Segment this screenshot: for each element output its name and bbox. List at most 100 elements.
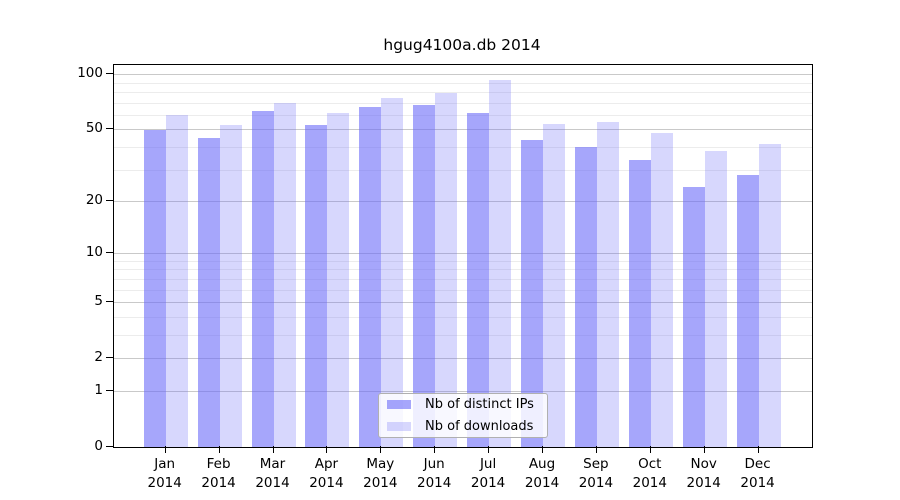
x-label-year-nov: 2014 (686, 475, 721, 491)
x-label-month-mar: Mar (259, 456, 286, 472)
minor-gridline-9 (114, 260, 812, 262)
y-tick-100 (106, 73, 113, 75)
y-tick-label-100: 100 (77, 65, 103, 82)
x-label-year-sep: 2014 (578, 475, 614, 491)
x-label-month-jul: Jul (479, 456, 497, 472)
x-tick-nov (703, 446, 705, 453)
x-label-year-may: 2014 (363, 475, 398, 491)
x-label-month-may: May (366, 456, 395, 472)
bar-mar-downloads (273, 103, 296, 447)
bar-may-downloads (381, 97, 404, 447)
major-gridline-50 (114, 129, 812, 131)
bar-jun-downloads (435, 93, 458, 447)
bar-jan-distinct-ips (143, 129, 166, 447)
minor-gridline-70 (114, 102, 812, 104)
x-tick-oct (649, 446, 651, 453)
y-tick-20 (106, 200, 113, 201)
x-label-month-apr: Apr (314, 456, 339, 472)
y-tick-label-1: 1 (94, 381, 103, 398)
bar-nov-distinct-ips (682, 187, 705, 447)
legend-swatch-distinct-ips (387, 400, 411, 409)
x-label-year-mar: 2014 (255, 475, 290, 491)
x-label-year-apr: 2014 (309, 475, 344, 491)
minor-gridline-40 (114, 147, 812, 148)
bar-nov-downloads (704, 151, 727, 447)
major-gridline-20 (114, 201, 812, 202)
x-tick-label-jun: Jun 2014 (402, 455, 466, 493)
y-tick-0 (106, 445, 113, 447)
x-label-year-jun: 2014 (417, 475, 452, 491)
x-tick-aug (542, 446, 543, 453)
legend-label-downloads: Nb of downloads (425, 419, 534, 434)
x-label-month-nov: Nov (690, 456, 717, 472)
minor-gridline-60 (114, 115, 812, 116)
x-tick-label-may: May 2014 (348, 455, 412, 493)
x-label-month-jun: Jun (423, 456, 445, 472)
bar-dec-distinct-ips (736, 175, 759, 447)
legend: Nb of distinct IPs Nb of downloads (378, 393, 548, 438)
x-tick-label-oct: Oct 2014 (618, 455, 682, 493)
x-tick-jul (488, 446, 490, 453)
x-label-year-jan: 2014 (147, 475, 182, 491)
x-tick-mar (272, 446, 274, 453)
y-tick-10 (106, 252, 113, 254)
x-tick-label-nov: Nov 2014 (672, 455, 736, 493)
bar-jun-distinct-ips (413, 105, 436, 447)
minor-gridline-30 (114, 169, 812, 171)
bar-oct-distinct-ips (628, 160, 651, 447)
bar-aug-downloads (543, 123, 565, 447)
minor-gridline-80 (114, 92, 812, 94)
y-tick-50 (106, 128, 113, 130)
y-tick-label-10: 10 (85, 244, 103, 261)
bar-aug-distinct-ips (521, 139, 543, 447)
bar-sep-downloads (596, 122, 619, 447)
bar-apr-distinct-ips (305, 125, 328, 447)
legend-label-distinct-ips: Nb of distinct IPs (425, 397, 534, 412)
bar-dec-downloads (758, 143, 781, 447)
bar-jul-distinct-ips (467, 112, 490, 447)
x-label-year-aug: 2014 (524, 475, 560, 491)
x-label-year-oct: 2014 (632, 475, 667, 491)
x-tick-may (380, 446, 382, 453)
bar-feb-distinct-ips (197, 138, 220, 447)
legend-item-downloads: Nb of downloads (387, 419, 547, 435)
bar-mar-distinct-ips (251, 111, 274, 447)
x-label-month-aug: Aug (528, 456, 556, 472)
bar-may-distinct-ips (359, 106, 382, 447)
major-gridline-2 (114, 358, 812, 360)
x-tick-label-feb: Feb 2014 (187, 455, 251, 493)
y-tick-label-50: 50 (85, 120, 103, 137)
x-tick-feb (218, 446, 220, 453)
minor-gridline-3 (114, 334, 812, 336)
x-label-month-oct: Oct (638, 456, 662, 472)
x-label-month-feb: Feb (206, 456, 231, 472)
x-label-month-jan: Jan (154, 456, 176, 472)
x-tick-label-aug: Aug 2014 (510, 455, 574, 493)
legend-swatch-downloads (387, 422, 411, 431)
minor-gridline-6 (114, 289, 812, 291)
y-tick-label-20: 20 (85, 192, 103, 208)
x-label-year-jul: 2014 (470, 475, 506, 491)
x-tick-label-dec: Dec 2014 (726, 455, 790, 493)
x-tick-sep (595, 446, 597, 453)
major-gridline-10 (114, 253, 812, 255)
x-tick-label-mar: Mar 2014 (241, 455, 305, 493)
y-tick-5 (106, 301, 113, 303)
x-tick-label-apr: Apr 2014 (294, 455, 358, 493)
bar-jan-downloads (165, 115, 188, 447)
x-tick-label-jan: Jan 2014 (133, 455, 197, 493)
x-tick-label-jul: Jul 2014 (456, 455, 520, 493)
x-tick-dec (757, 446, 759, 453)
x-tick-jan (164, 446, 166, 453)
y-tick-label-2: 2 (94, 349, 103, 366)
x-label-year-feb: 2014 (201, 475, 236, 491)
x-label-month-dec: Dec (744, 456, 771, 472)
y-tick-label-0: 0 (94, 437, 103, 454)
x-tick-jun (434, 446, 436, 453)
y-tick-1 (106, 389, 113, 391)
x-label-year-dec: 2014 (740, 475, 775, 491)
major-gridline-1 (114, 390, 812, 392)
plot-area (113, 64, 813, 448)
y-tick-label-5: 5 (94, 293, 103, 310)
